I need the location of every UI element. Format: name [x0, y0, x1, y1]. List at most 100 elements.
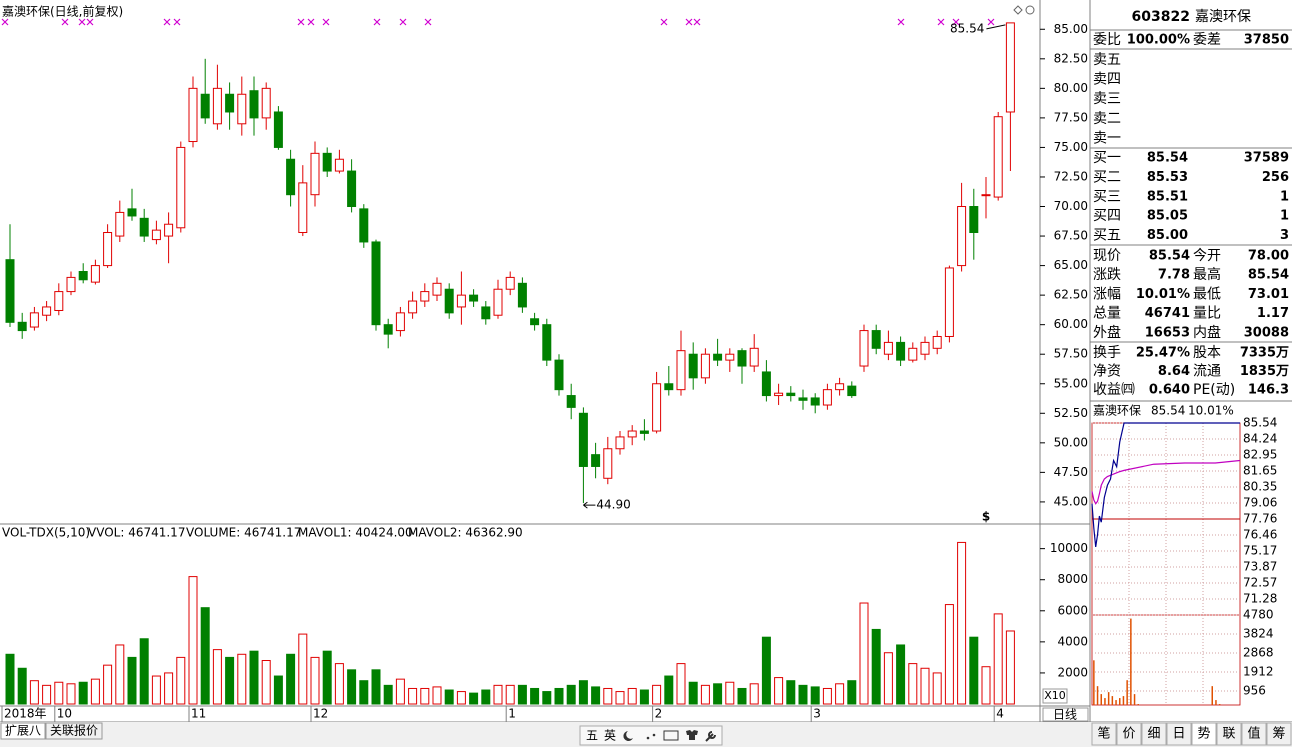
quote-value: 25.47% [1136, 346, 1190, 361]
y-tick-label: 2868 [1243, 646, 1274, 660]
right-tab[interactable] [1216, 722, 1242, 746]
tab-label[interactable]: 扩展八 [5, 724, 41, 738]
right-tab[interactable] [1266, 722, 1292, 746]
diamond-icon[interactable] [1013, 5, 1023, 15]
quote-value: 37850 [1244, 33, 1289, 48]
y-tick-label: 57.50 [1054, 347, 1088, 361]
volume-bar [505, 684, 515, 705]
quote-value: 16653 [1145, 325, 1190, 340]
ask-label: 卖五 [1093, 52, 1121, 68]
bid-volume: 1 [1280, 189, 1289, 204]
dot-icon[interactable] [652, 733, 656, 737]
candle-body [164, 223, 174, 237]
right-tab-label[interactable]: 细 [1147, 727, 1160, 742]
mini-change: 10.01% [1188, 404, 1234, 418]
stock-code: 603822 [1132, 9, 1190, 25]
skin-icon[interactable] [686, 730, 698, 740]
candle-body [188, 87, 198, 143]
tab-label[interactable]: 关联报价 [50, 723, 98, 738]
candle-body [920, 341, 930, 355]
y-tick-label: 67.50 [1054, 229, 1088, 243]
keyboard-icon[interactable] [663, 730, 679, 741]
signal-mark: $ [982, 510, 990, 524]
right-tab-label[interactable]: 价 [1122, 727, 1135, 742]
quote-label: 收益㈣ [1093, 382, 1135, 398]
candle-body [42, 306, 52, 316]
candle-body [212, 87, 222, 125]
quote-value: 8.64 [1158, 364, 1190, 379]
right-tab[interactable] [1141, 722, 1167, 746]
chart-title: 嘉澳环保(日线,前复权) [2, 4, 123, 19]
candle-body [505, 276, 515, 290]
right-tab[interactable] [1241, 722, 1267, 746]
candle-body [78, 270, 88, 281]
candle-body [822, 389, 832, 406]
volume-bar [822, 687, 832, 705]
volume-bar [847, 680, 857, 705]
right-tab[interactable] [1191, 722, 1217, 746]
quote-value: 7.78 [1158, 268, 1190, 283]
candle-body [883, 341, 893, 355]
right-tab-label[interactable]: 联 [1222, 727, 1235, 742]
candle-body [5, 259, 15, 323]
tab[interactable] [45, 722, 103, 740]
date-label: 4 [996, 707, 1004, 721]
volume-bar [164, 672, 174, 705]
right-tab-label[interactable]: 筹 [1272, 726, 1285, 742]
right-tab-label[interactable]: 值 [1247, 726, 1260, 742]
volume-bar [249, 650, 259, 705]
volume-bar [151, 675, 161, 705]
volume-bar [237, 653, 247, 705]
right-tab-label[interactable]: 势 [1197, 726, 1210, 742]
low-pointer [583, 501, 596, 509]
volume-bar [261, 660, 271, 705]
quote-panel [1090, 29, 1292, 402]
candle-body [713, 353, 723, 361]
ask-label: 卖一 [1093, 130, 1121, 146]
candle-body [139, 217, 149, 237]
volume-bar [286, 653, 296, 705]
scale-label: X10 [1044, 689, 1066, 702]
volume-bar [993, 613, 1003, 705]
high-label: 85.54 [950, 21, 984, 35]
candle-body [115, 211, 125, 237]
volume-bar [29, 680, 39, 705]
ime-label[interactable]: 英 [604, 729, 616, 743]
candle-body [798, 397, 808, 401]
moon-icon[interactable] [623, 731, 633, 741]
volume-bar [456, 691, 466, 705]
right-tab-label[interactable]: 日 [1172, 727, 1185, 742]
ime-label[interactable]: 五 [586, 729, 598, 743]
dot-icon[interactable] [646, 736, 650, 740]
circle-icon[interactable] [1025, 5, 1035, 15]
y-tick-label: 75.17 [1243, 543, 1277, 557]
volume-bar [688, 681, 698, 705]
volume-bar [676, 663, 686, 705]
right-tab[interactable] [1091, 722, 1117, 746]
candle-body [615, 436, 625, 450]
period-button-label[interactable]: 日线 [1053, 708, 1077, 722]
y-tick-label: 50.00 [1054, 435, 1088, 449]
wrench-icon[interactable] [705, 731, 716, 742]
date-label: 10 [57, 707, 72, 721]
candle-body [725, 353, 735, 361]
period-button[interactable] [1042, 707, 1089, 722]
candle-body [908, 347, 918, 361]
candle-body [261, 87, 271, 119]
volume-bar [225, 656, 235, 705]
candle-body [530, 318, 540, 326]
indicator-legend: MAVOL2: 46362.90 [408, 526, 523, 540]
right-tab[interactable] [1166, 722, 1192, 746]
tab[interactable] [0, 722, 46, 740]
right-tab-label[interactable]: 笔 [1097, 726, 1110, 742]
candle-body [871, 330, 881, 349]
candle-body [835, 383, 845, 391]
volume-bar [700, 684, 710, 705]
candle-body [847, 385, 857, 397]
candle-body [664, 383, 674, 391]
date-label: 2 [655, 707, 663, 721]
y-tick-label: 60.00 [1054, 317, 1088, 331]
volume-bar [383, 684, 393, 705]
candle-body [249, 90, 259, 119]
right-tab[interactable] [1116, 722, 1142, 746]
